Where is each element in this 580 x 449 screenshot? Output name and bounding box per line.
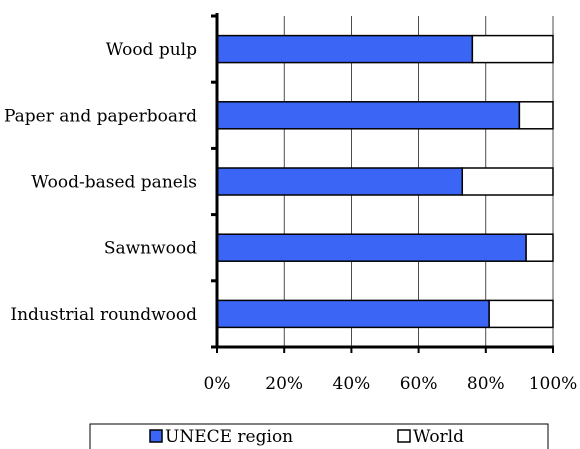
x-tick-label: 80% [467,374,505,394]
bar-unece-1 [216,101,521,130]
x-tick-label: 0% [204,374,231,394]
legend-frame [89,423,549,449]
x-tick-label: 60% [400,374,438,394]
legend-label-world: World [413,427,464,447]
legend-label-unece: UNECE region [165,427,293,447]
bar-unece-2 [216,167,464,196]
bar-world-1 [518,101,554,130]
legend: UNECE region World [89,423,549,449]
bar-unece-4 [216,299,490,329]
x-tick-label: 100% [529,374,578,394]
category-label: Wood pulp [106,40,197,60]
bar-world-3 [525,233,554,262]
bar-world-2 [461,167,554,196]
x-tick-label: 40% [333,374,371,394]
legend-swatch-world [397,429,411,443]
bars [216,34,554,329]
bar-world-0 [471,34,554,64]
bar-unece-0 [216,34,474,64]
legend-swatch-unece [149,429,163,443]
bar-world-4 [488,299,554,329]
category-label: Industrial roundwood [10,305,197,325]
x-tick-labels: 0% 20% 40% 60% 80% 100% [204,374,578,394]
category-label: Sawnwood [104,239,197,259]
category-label: Wood-based panels [31,173,197,193]
bar-unece-3 [216,233,527,262]
x-tick-label: 20% [265,374,303,394]
category-label: Paper and paperboard [4,106,197,126]
category-labels: Wood pulp Paper and paperboard Wood-based … [4,40,197,325]
axes [211,13,554,353]
